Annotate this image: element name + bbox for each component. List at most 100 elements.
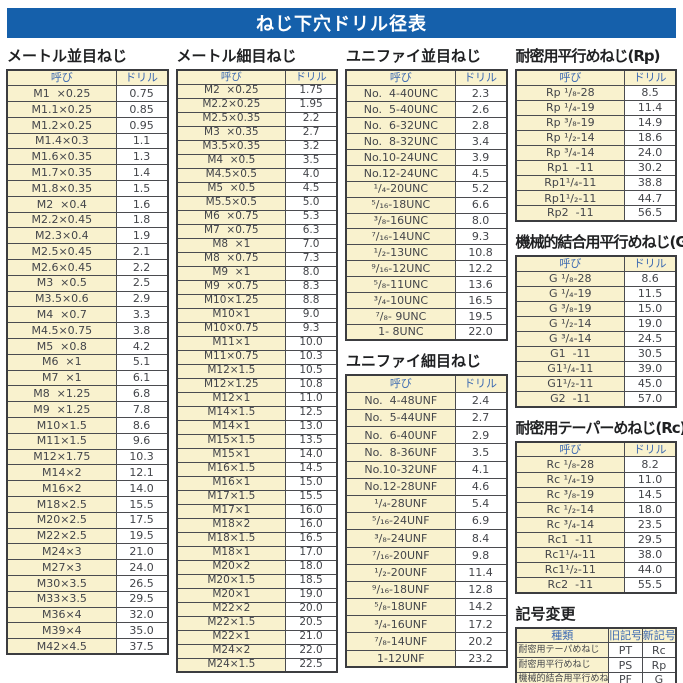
- table-row: No.10-32UNF 4.1: [345, 460, 508, 479]
- table-row: M18×2.5 15.5: [6, 496, 169, 513]
- table-cell: M22×2: [175, 601, 287, 617]
- table-cell: 6.9: [454, 512, 508, 531]
- table-row: G1¹/₂-11 45.0: [514, 376, 677, 393]
- table-cell: M4.5×0.75: [6, 322, 117, 340]
- table-cell: M1.7×0.35: [6, 164, 117, 182]
- table-row: Rp1¹/₂-11 44.7: [514, 190, 677, 207]
- table-cell: 6.1: [115, 369, 169, 387]
- table-cell: 12.1: [115, 464, 169, 482]
- table-row: ⁹/₁₆-18UNF 12.8: [345, 580, 508, 600]
- table-cell: 耐密用平行めねじ: [514, 657, 610, 674]
- table-cell: PF: [608, 672, 643, 683]
- table-cell: 4.2: [115, 338, 169, 355]
- table-cell: M15×1: [175, 447, 287, 463]
- table-row: M15×1 14.0: [175, 447, 338, 463]
- table-row: ⁷/₁₆-14UNC 9.3: [345, 228, 508, 246]
- table-cell: M7 ×1: [6, 369, 117, 387]
- table-cell: M20×1.5: [175, 573, 287, 589]
- table-row: M12×1.75 10.3: [6, 448, 169, 466]
- section-title-g: 機械的結合用平行めねじ(G): [515, 232, 683, 251]
- table-row: Rc ¹/₄-19 11.0: [514, 471, 677, 488]
- table-cell: 22.0: [454, 323, 508, 341]
- g-table: 呼び ドリル G ¹/₈-28 8.6 G ¹/₄-19 11.5 G ³/₈-19 15…: [514, 254, 677, 408]
- table-cell: 7.3: [285, 251, 338, 267]
- table-cell: M8 ×0.75: [175, 251, 287, 267]
- table-row: Rc ¹/₈-28 8.2: [514, 456, 677, 473]
- table-cell: M20×1: [175, 587, 287, 603]
- table-cell: 10.8: [454, 244, 508, 262]
- table-cell: ⁷/₈-14UNF: [345, 632, 456, 651]
- table-cell: M4 ×0.7: [6, 306, 117, 324]
- table-cell: 45.0: [624, 376, 677, 393]
- col-header-name: 呼び: [345, 374, 456, 393]
- table-cell: M20×2.5: [6, 511, 117, 529]
- table-cell: 5.2: [454, 180, 508, 198]
- table-row: No.12-24UNC 4.5: [345, 164, 508, 182]
- table-row: No. 8-32UNC 3.4: [345, 133, 508, 150]
- table-cell: 18.0: [285, 559, 338, 575]
- table-cell: 8.6: [624, 270, 677, 287]
- table-cell: 15.5: [285, 489, 338, 505]
- table-row: Rp1 -11 30.2: [514, 160, 677, 177]
- table-cell: 11.4: [624, 99, 677, 116]
- table-row: G ¹/₄-19 11.5: [514, 285, 677, 302]
- table-cell: 1.3: [115, 148, 169, 166]
- rp-table: 呼び ドリル Rp ¹/₈-28 8.5 Rp ¹/₄-19 11.4 Rp ³/₈-1…: [514, 69, 677, 222]
- table-cell: M18×2: [175, 517, 287, 533]
- table-row: No.12-28UNF 4.6: [345, 477, 508, 496]
- table-cell: 2.8: [454, 117, 508, 135]
- table-cell: 7.8: [115, 401, 169, 419]
- table-cell: PT: [608, 642, 643, 659]
- table-columns: メートル並目ねじ 呼び ドリル M1 ×0.25 0.75 M1.1×0.25 0.8…: [0, 38, 683, 683]
- table-row: No. 4-48UNF 2.4: [345, 391, 508, 411]
- table-cell: 5.1: [115, 353, 169, 371]
- table-cell: M8 ×1: [175, 237, 287, 253]
- table-cell: G: [641, 672, 677, 683]
- table-cell: M12×1.5: [175, 363, 287, 379]
- table-cell: PS: [608, 657, 643, 674]
- table-cell: 2.1: [115, 243, 169, 261]
- table-cell: 0.75: [115, 85, 169, 103]
- table-cell: 1.1: [115, 132, 169, 150]
- table-cell: M5 ×0.5: [175, 181, 287, 197]
- table-cell: M11×1.5: [6, 432, 117, 450]
- table-row: M4.5×0.5 4.0: [175, 167, 338, 183]
- table-cell: G1¹/₂-11: [514, 376, 626, 393]
- table-cell: 35.0: [115, 622, 169, 640]
- table-row: No. 8-36UNF 3.5: [345, 443, 508, 462]
- table-cell: M5 ×0.8: [6, 338, 117, 355]
- table-cell: 14.0: [115, 480, 169, 498]
- table-cell: 56.5: [624, 205, 677, 222]
- table-cell: M2.6×0.45: [6, 259, 117, 276]
- table-cell: 18.6: [624, 129, 677, 146]
- section-title-metric-coarse: メートル並目ねじ: [7, 47, 128, 65]
- table-cell: 23.2: [454, 649, 508, 668]
- table-row: M4 ×0.5 3.5: [175, 153, 338, 169]
- table-row: M2.6×0.45 2.2: [6, 259, 169, 276]
- table-cell: 37.5: [115, 638, 169, 655]
- table-cell: 55.5: [624, 577, 677, 594]
- table-cell: 6.6: [454, 196, 508, 214]
- table-cell: 14.5: [285, 461, 338, 477]
- table-cell: 16.5: [454, 291, 508, 309]
- table-cell: M20×2: [175, 559, 287, 575]
- table-row: M3.5×0.6 2.9: [6, 290, 169, 308]
- table-cell: ⁹/₁₆-12UNC: [345, 260, 456, 278]
- table-cell: No.12-24UNC: [345, 164, 456, 182]
- table-cell: 12.8: [454, 580, 508, 600]
- table-cell: 21.0: [285, 629, 338, 645]
- table-cell: 15.0: [624, 300, 677, 317]
- table-cell: M9 ×1: [175, 265, 287, 281]
- table-cell: 24.5: [624, 330, 677, 348]
- table-cell: M24×3: [6, 543, 117, 561]
- table-cell: M33×3.5: [6, 590, 117, 608]
- col-header-name: 呼び: [345, 69, 456, 87]
- table-cell: M12×1.25: [175, 377, 287, 393]
- table-cell: M2.5×0.35: [175, 111, 287, 127]
- table-row: M5.5×0.5 5.0: [175, 195, 338, 211]
- table-row: M14×1.5 12.5: [175, 405, 338, 421]
- table-cell: 22.5: [285, 657, 338, 673]
- table-cell: M18×2.5: [6, 496, 117, 513]
- table-cell: ¹/₄-20UNC: [345, 180, 456, 198]
- table-cell: Rp ¹/₂-14: [514, 129, 626, 146]
